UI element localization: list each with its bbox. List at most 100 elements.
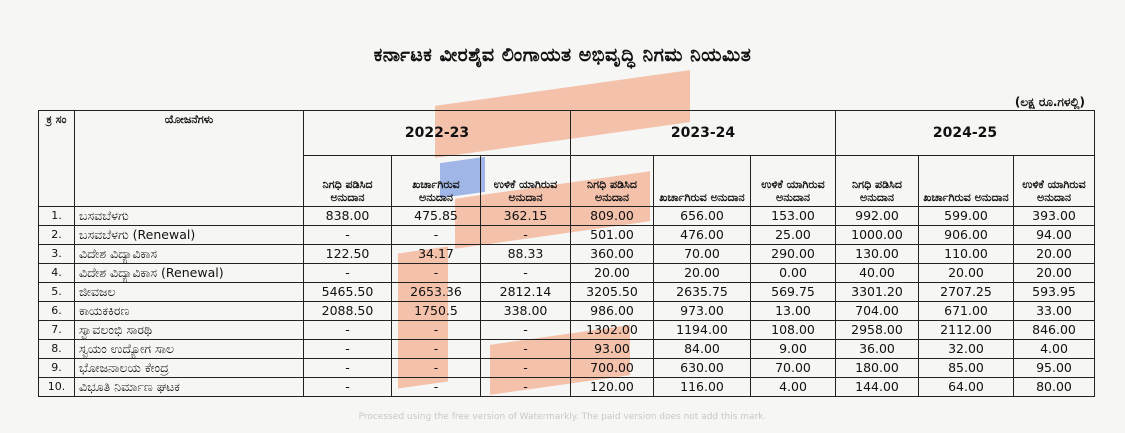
value-cell: 630.00 [653,358,751,378]
table-row: 6. ಕಾಯಕಕಿರಣ 2088.50 1750.5 338.00 986.00 973.0… [38,301,1095,321]
value-cell: 95.00 [1013,358,1095,378]
row-number: 6. [38,301,75,321]
row-number: 5. [38,282,75,302]
year-header: 2022-23 [303,110,571,156]
scheme-name: ವಿಭೂತಿ ನಿರ್ಮಾಣ ಘಟಕ [74,377,304,397]
value-cell: 393.00 [1013,206,1095,226]
value-cell: 34.17 [391,244,481,264]
table-row: 1. ಬಸವಬೆಳಗು 838.00 475.85 362.15 809.00 656.00… [38,206,1095,226]
value-cell: 120.00 [570,377,654,397]
value-cell: 2958.00 [835,320,919,340]
value-cell: 13.00 [750,301,836,321]
value-cell: 116.00 [653,377,751,397]
sub-header-cell: ಖರ್ಚಾಗಿರುವ ಅನುದಾನ [391,155,481,207]
scheme-name: ಬಸವಬೆಳಗು [74,206,304,226]
value-cell: 986.00 [570,301,654,321]
sub-header-cell: ಖರ್ಚಾಗಿರುವ ಅನುದಾನ [918,155,1014,207]
value-cell: 4.00 [750,377,836,397]
value-cell: 153.00 [750,206,836,226]
table-row: 4. ವಿದೇಶ ವಿದ್ಯಾವಿಕಾಸ (Renewal) - - -20.00 20.… [38,263,1095,283]
value-cell: 290.00 [750,244,836,264]
value-cell: 593.95 [1013,282,1095,302]
value-cell: - [480,339,571,359]
value-cell: 33.00 [1013,301,1095,321]
table-row: 10. ವಿಭೂತಿ ನಿರ್ಮಾಣ ಘಟಕ - - -120.00 116.00 4.00… [38,377,1095,397]
value-cell: 1750.5 [391,301,481,321]
sub-header-cell: ಉಳಿಕೆ ಯಾಗಿರುವ ಅನುದಾನ [480,155,571,207]
value-cell: 110.00 [918,244,1014,264]
table-row: 9. ಭೋಜನಾಲಯ ಕೇಂದ್ರ - - -700.00 630.00 70.00 180.… [38,358,1095,378]
table-row: 5. ಜೀವಜಲ 5465.50 2653.36 2812.14 3205.50 2635.… [38,282,1095,302]
value-cell: 3205.50 [570,282,654,302]
value-cell: 906.00 [918,225,1014,245]
value-cell: 32.00 [918,339,1014,359]
value-cell: 656.00 [653,206,751,226]
value-cell: 360.00 [570,244,654,264]
value-cell: 992.00 [835,206,919,226]
value-cell: - [303,358,392,378]
value-cell: 84.00 [653,339,751,359]
value-cell: 20.00 [1013,263,1095,283]
value-cell: 85.00 [918,358,1014,378]
scheme-name: ವಿದೇಶ ವಿದ್ಯಾವಿಕಾಸ [74,244,304,264]
value-cell: 122.50 [303,244,392,264]
scheme-name: ಜೀವಜಲ [74,282,304,302]
row-number: 7. [38,320,75,340]
value-cell: 80.00 [1013,377,1095,397]
scheme-header: ಯೋಜನೆಗಳು [74,110,304,207]
value-cell: 1302.00 [570,320,654,340]
value-cell: 64.00 [918,377,1014,397]
row-number: 3. [38,244,75,264]
value-cell: - [391,339,481,359]
value-cell: 599.00 [918,206,1014,226]
table-row: 8. ಸ್ವಯಂ ಉದ್ಯೋಗ ಸಾಲ - - -93.00 84.00 9.00 36.00… [38,339,1095,359]
row-number: 10. [38,377,75,397]
table-row: 3. ವಿದೇಶ ವಿದ್ಯಾವಿಕಾಸ 122.50 34.17 88.33 360.0… [38,244,1095,264]
value-cell: 2812.14 [480,282,571,302]
value-cell: 846.00 [1013,320,1095,340]
row-number: 2. [38,225,75,245]
year-header: 2023-24 [570,110,836,156]
row-number: 9. [38,358,75,378]
unit-note: (ಲಕ್ಷ ರೂ.ಗಳಲ್ಲಿ) [1014,95,1085,109]
value-cell: 88.33 [480,244,571,264]
value-cell: 362.15 [480,206,571,226]
scheme-name: ಸ್ವಾವಲಂಭಿ ಸಾರಥಿ [74,320,304,340]
value-cell: 9.00 [750,339,836,359]
value-cell: 838.00 [303,206,392,226]
value-cell: 0.00 [750,263,836,283]
value-cell: 700.00 [570,358,654,378]
value-cell: 70.00 [653,244,751,264]
value-cell: - [391,320,481,340]
value-cell: 130.00 [835,244,919,264]
value-cell: 973.00 [653,301,751,321]
value-cell: 93.00 [570,339,654,359]
value-cell: - [480,320,571,340]
value-cell: 476.00 [653,225,751,245]
value-cell: - [391,358,481,378]
grant-table: ಕ್ರ ಸಂ ಯೋಜನೆಗಳು 2022-23 2023-24 2024-25 … [38,110,1095,397]
sub-header-cell: ನಿಗಧಿ ಪಡಿಸಿದ ಅನುದಾನ [570,155,654,207]
sub-header-row: ನಿಗಧಿ ಪಡಿಸಿದ ಅನುದಾನ ಖರ್ಚಾಗಿರುವ ಅನುದಾನ ಉಳಿಕ… [39,155,1095,207]
value-cell: 1000.00 [835,225,919,245]
value-cell: - [480,263,571,283]
value-cell: 20.00 [570,263,654,283]
row-number: 1. [38,206,75,226]
table-row: 7. ಸ್ವಾವಲಂಭಿ ಸಾರಥಿ - - -1302.00 1194.00 108.00… [38,320,1095,340]
value-cell: - [303,339,392,359]
document-title: ಕರ್ನಾಟಕ ವೀರಶೈವ ಲಿಂಗಾಯತ ಅಭಿವೃದ್ಧಿ ನಿಗಮ ನಿ… [373,44,752,66]
sub-header-cell: ಖರ್ಚಾಗಿರುವ ಅನುದಾನ [653,155,751,207]
value-cell: 1194.00 [653,320,751,340]
row-number: 4. [38,263,75,283]
value-cell: 25.00 [750,225,836,245]
table-body: 1. ಬಸವಬೆಳಗು 838.00 475.85 362.15 809.00 656.00… [38,206,1095,397]
value-cell: 3301.20 [835,282,919,302]
value-cell: 94.00 [1013,225,1095,245]
row-number: 8. [38,339,75,359]
value-cell: - [303,320,392,340]
sub-header-cell: ಉಳಿಕೆ ಯಾಗಿರುವ ಅನುದಾನ [1013,155,1095,207]
value-cell: - [391,263,481,283]
value-cell: 2635.75 [653,282,751,302]
scheme-name: ಕಾಯಕಕಿರಣ [74,301,304,321]
value-cell: - [480,225,571,245]
